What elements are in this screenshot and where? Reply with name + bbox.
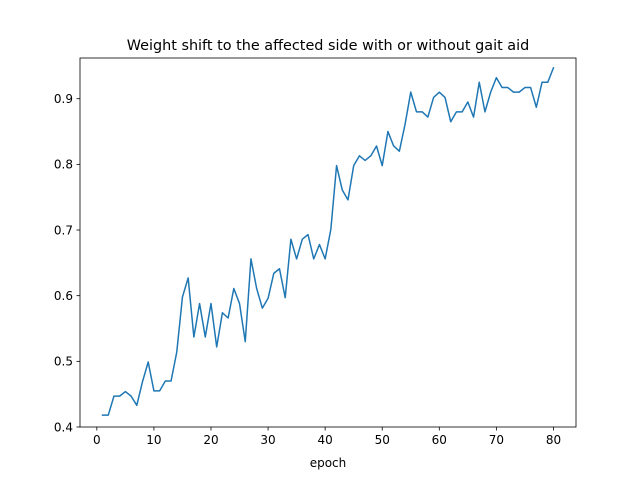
y-tick-label: 0.7 — [54, 223, 73, 237]
x-tick-label: 40 — [318, 433, 333, 447]
y-tick-label: 0.5 — [54, 355, 73, 369]
x-tick-label: 30 — [260, 433, 275, 447]
y-tick-label: 0.4 — [54, 420, 73, 434]
y-tick-label: 0.6 — [54, 289, 73, 303]
plot-area: 0 10 20 30 40 50 60 70 80 0.4 0.5 0.6 0.7 0.8 0.9 — [54, 57, 577, 447]
x-tick-label: 70 — [489, 433, 504, 447]
x-axis-label: epoch — [310, 456, 347, 470]
x-tick-label: 10 — [146, 433, 161, 447]
x-tick-label: 20 — [203, 433, 218, 447]
axes-frame — [79, 57, 577, 428]
x-tick-label: 50 — [375, 433, 390, 447]
series-line-0 — [101, 66, 555, 416]
x-tick-label: 80 — [546, 433, 561, 447]
y-tick-label: 0.8 — [54, 158, 73, 172]
y-tick-label: 0.9 — [54, 92, 73, 106]
x-tick-label: 0 — [93, 433, 101, 447]
x-tick-label: 60 — [432, 433, 447, 447]
chart-title: Weight shift to the affected side with o… — [127, 38, 530, 54]
